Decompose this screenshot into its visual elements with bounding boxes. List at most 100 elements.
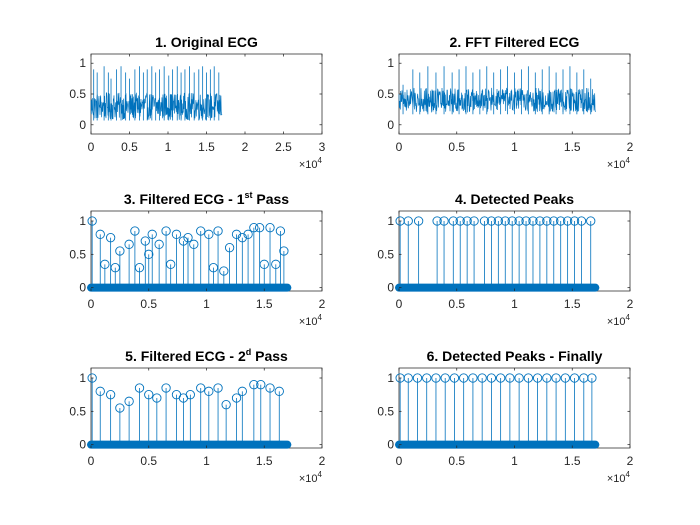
x-tick-labels: 0 0.5 1 1.5 2 — [396, 297, 634, 311]
tick-marks — [398, 368, 631, 448]
x-tick-labels: 0 0.5 1 1.5 2 — [396, 140, 634, 154]
y-tick-label: 0.5 — [69, 404, 86, 418]
y-tick-label: 0.5 — [377, 247, 394, 261]
stem-marker — [166, 259, 176, 269]
stem-marker — [275, 226, 286, 236]
x-tick-labels: 0 0.5 1 1.5 2 — [88, 297, 326, 311]
tick-marks — [398, 211, 631, 291]
x-exponent-label: ×104 — [607, 470, 631, 485]
stem-marker — [178, 236, 189, 246]
y-tick-label: 0 — [79, 118, 86, 132]
stem-marker — [279, 246, 289, 256]
y-tick-label: 1 — [79, 214, 86, 228]
stem-marker — [422, 373, 432, 383]
stem-marker — [500, 216, 510, 226]
stem-marker — [586, 216, 596, 226]
x-tick-label: 0.5 — [140, 454, 157, 468]
stem-marker — [256, 380, 266, 390]
x-tick-label: 2 — [627, 297, 634, 311]
stem-marker — [462, 216, 472, 226]
tick-marks — [90, 368, 323, 448]
plot-area — [395, 373, 600, 449]
x-exponent-label: ×104 — [299, 156, 323, 171]
stem-marker — [468, 373, 478, 383]
panel-title: 4. Detected Peaks — [455, 191, 574, 207]
stem-marker — [249, 380, 259, 390]
x-tick-label: 0.5 — [448, 140, 465, 154]
plot-area — [87, 373, 292, 449]
stem-marker — [87, 373, 97, 383]
x-exponent-label: ×104 — [607, 156, 631, 171]
x-exponent-label: ×104 — [299, 470, 323, 485]
plot-area — [87, 216, 292, 292]
y-tick-labels: 00.51 — [377, 214, 394, 295]
x-tick-label: 1 — [165, 140, 172, 154]
axes-frame — [90, 367, 323, 449]
x-tick-label: 1 — [511, 140, 518, 154]
y-tick-label: 1 — [387, 56, 394, 70]
x-tick-labels: 0 0.5 1 1.5 2 — [88, 454, 326, 468]
stem-marker — [140, 236, 150, 246]
stem-marker — [95, 229, 105, 239]
y-tick-label: 0 — [387, 281, 394, 295]
stem-marker — [265, 223, 275, 233]
stem-marker — [221, 400, 231, 410]
y-tick-labels: 00.51 — [377, 56, 394, 132]
stem-marker — [569, 373, 580, 383]
x-tick-label: 1.5 — [564, 140, 581, 154]
stem-marker — [514, 373, 524, 383]
tick-marks — [398, 54, 631, 134]
stem-marker — [259, 259, 269, 269]
panel-title: 1. Original ECG — [155, 34, 258, 50]
stem-marker — [556, 216, 566, 226]
stem-marker — [196, 383, 206, 393]
stem-marker — [439, 216, 449, 226]
stem-marker — [493, 216, 503, 226]
stem-marker — [183, 233, 193, 243]
stem-marker — [254, 223, 265, 233]
x-exponent-label: ×104 — [299, 313, 323, 328]
stem-marker — [477, 373, 487, 383]
y-tick-label: 0 — [387, 438, 394, 452]
stem-marker — [231, 229, 242, 239]
stem-marker — [105, 233, 116, 243]
x-tick-label: 1.5 — [256, 297, 273, 311]
y-tick-labels: 00.51 — [69, 214, 86, 295]
stem-marker — [204, 386, 214, 396]
x-tick-label: 1.5 — [564, 297, 581, 311]
ecg-signal-line — [90, 92, 223, 121]
x-tick-label: 0.5 — [121, 140, 138, 154]
stem-marker — [403, 373, 413, 383]
stem-marker — [440, 373, 450, 383]
y-tick-label: 0 — [387, 118, 394, 132]
stem-marker — [224, 243, 235, 253]
x-tick-label: 2.5 — [275, 140, 292, 154]
x-tick-label: 0 — [88, 297, 95, 311]
panel-fft-filtered-ecg: 2. FFT Filtered ECG 0 0.5 1 1.5 2 00.51 ×104 — [377, 34, 633, 171]
stem-marker — [505, 373, 515, 383]
stem-marker — [521, 216, 531, 226]
x-tick-labels: 0 0.5 1 1.5 2 2.5 3 — [88, 140, 326, 154]
stem-marker — [569, 216, 580, 226]
panel-detected-peaks-finally: 6. Detected Peaks - Finally 0 0.5 1 1.5 2 00… — [377, 348, 633, 485]
stem-marker — [523, 373, 534, 383]
stem-marker — [274, 386, 284, 396]
x-tick-label: 0.5 — [448, 297, 465, 311]
panel-original-ecg: 1. Original ECG 0 0.5 1 1.5 2 2.5 3 00.51 ×104 — [69, 34, 325, 171]
x-tick-label: 1 — [511, 297, 518, 311]
stem-marker — [448, 216, 458, 226]
x-tick-label: 0 — [88, 454, 95, 468]
y-tick-labels: 00.51 — [69, 56, 86, 132]
stem-marker — [189, 239, 199, 249]
panel-title: 3. Filtered ECG - 1st Pass — [124, 190, 289, 207]
stem-marker — [124, 239, 134, 249]
x-exponent-label: ×104 — [607, 313, 631, 328]
stem-marker — [486, 216, 497, 226]
x-tick-label: 1.5 — [564, 454, 581, 468]
stem-marker — [115, 403, 125, 413]
stem-marker — [124, 396, 134, 406]
stem-marker — [542, 373, 552, 383]
x-tick-label: 2 — [319, 454, 326, 468]
stem-marker — [549, 216, 559, 226]
